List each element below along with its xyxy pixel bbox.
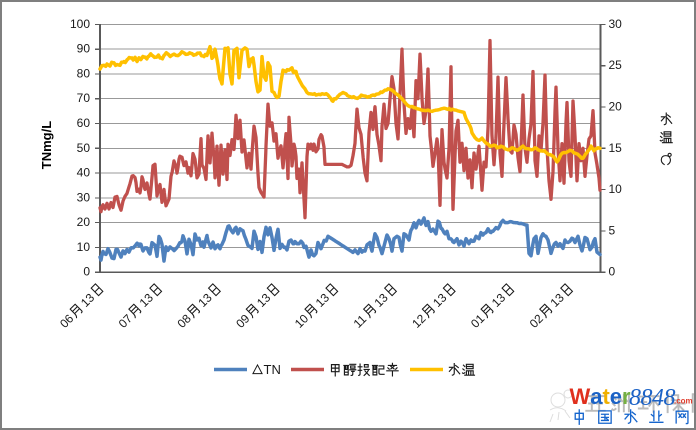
svg-text:13: 13 (137, 290, 157, 310)
svg-text:12: 12 (409, 311, 429, 331)
svg-text:02: 02 (527, 311, 547, 331)
svg-text:25: 25 (609, 58, 623, 72)
svg-text:13: 13 (371, 290, 391, 310)
svg-text:50: 50 (77, 141, 91, 155)
svg-text:100: 100 (70, 17, 90, 31)
svg-text:20: 20 (609, 100, 623, 114)
svg-text:08: 08 (174, 311, 194, 331)
svg-text:10: 10 (609, 182, 623, 196)
svg-text:13: 13 (313, 290, 333, 310)
svg-text:15: 15 (609, 141, 623, 155)
svg-text:13: 13 (548, 290, 568, 310)
svg-text:40: 40 (77, 166, 91, 180)
svg-text:07: 07 (116, 311, 136, 331)
svg-text:11: 11 (351, 312, 370, 331)
svg-text:20: 20 (77, 215, 91, 229)
svg-text:e: e (610, 384, 622, 409)
svg-text:06: 06 (57, 311, 77, 331)
svg-text:r: r (622, 384, 631, 409)
svg-text:30: 30 (77, 190, 91, 204)
svg-text:TN: TN (264, 362, 281, 377)
svg-text:a: a (590, 384, 603, 409)
svg-text:90: 90 (77, 42, 91, 56)
svg-text:0: 0 (83, 265, 90, 279)
svg-text:30: 30 (609, 17, 623, 31)
svg-text:TNmg/L: TNmg/L (39, 121, 54, 169)
svg-text:13: 13 (254, 290, 274, 310)
svg-text:13: 13 (195, 290, 215, 310)
svg-text:0: 0 (609, 265, 616, 279)
svg-text:13: 13 (78, 290, 98, 310)
svg-text:10: 10 (77, 240, 91, 254)
svg-text:W: W (570, 384, 591, 409)
svg-text:t: t (603, 384, 611, 409)
svg-text:80: 80 (77, 67, 91, 81)
svg-text:60: 60 (77, 116, 91, 130)
svg-text:01: 01 (468, 311, 488, 331)
svg-text:70: 70 (77, 91, 91, 105)
svg-text:10: 10 (292, 311, 312, 331)
svg-text:.com: .com (674, 397, 693, 406)
svg-text:09: 09 (233, 311, 253, 331)
svg-text:13: 13 (489, 290, 509, 310)
svg-text:13: 13 (430, 290, 450, 310)
svg-text:5: 5 (609, 223, 616, 237)
svg-text:8848: 8848 (629, 385, 676, 411)
